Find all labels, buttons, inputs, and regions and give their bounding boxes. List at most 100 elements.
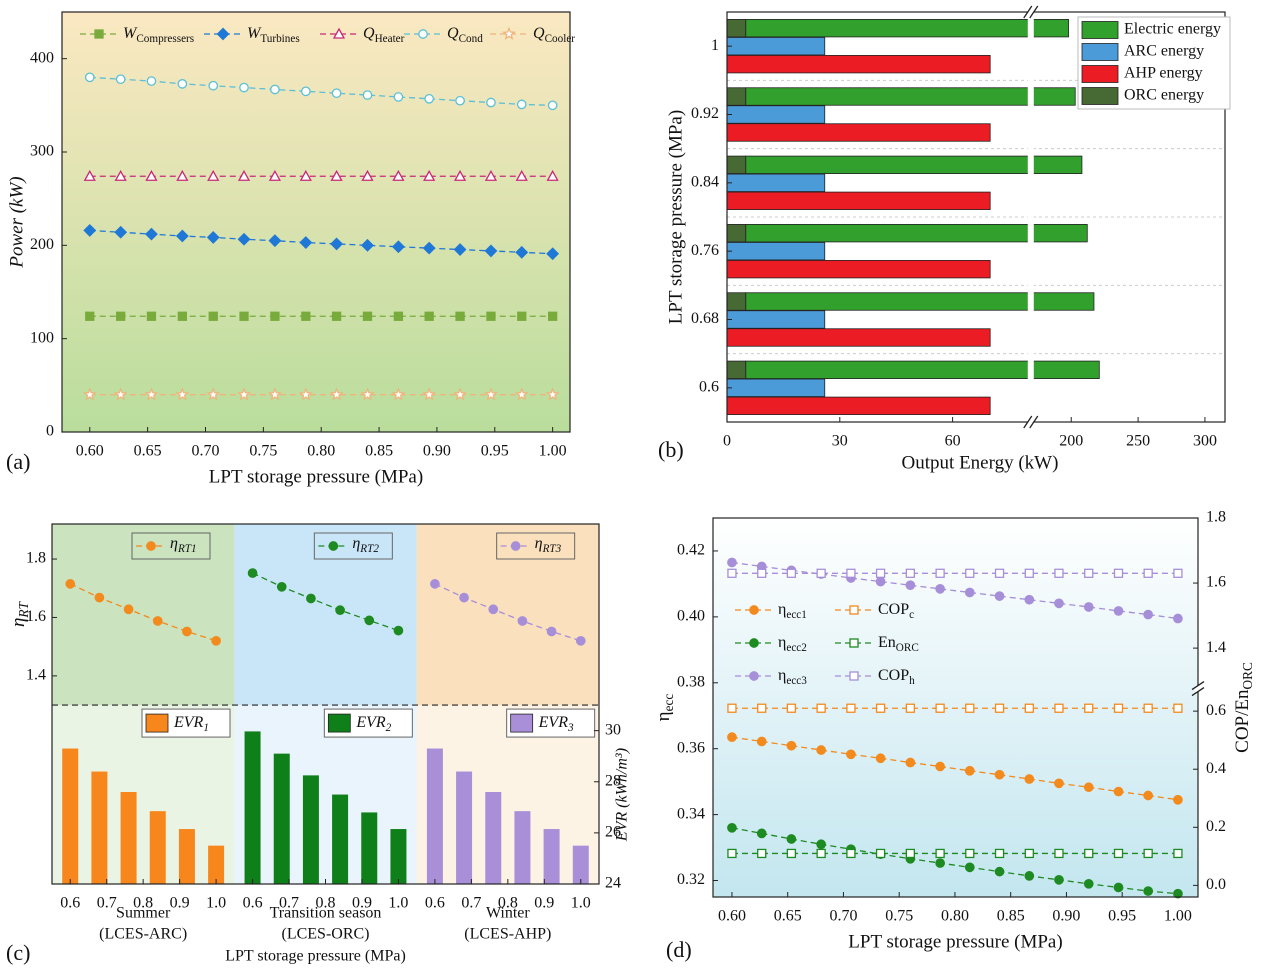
marker xyxy=(299,236,313,249)
marker xyxy=(756,828,767,839)
axis-break-mark xyxy=(1029,415,1039,429)
legend-swatch xyxy=(145,713,169,733)
marker xyxy=(94,29,104,39)
marker xyxy=(846,703,856,713)
bar xyxy=(726,155,747,174)
legend-label-main: η xyxy=(170,535,178,552)
y-tick-label: 0.68 xyxy=(691,310,719,327)
marker xyxy=(994,568,1005,578)
legend-label-sub: RT3 xyxy=(542,543,562,555)
marker xyxy=(335,605,345,616)
bar xyxy=(302,775,319,884)
marker xyxy=(816,848,826,859)
marker xyxy=(786,568,797,578)
marker xyxy=(727,848,737,859)
y-axis-label-sub: RT xyxy=(16,600,31,618)
marker xyxy=(1083,602,1094,612)
marker xyxy=(846,749,856,760)
bar xyxy=(726,123,991,142)
legend-label: COPh xyxy=(878,667,915,687)
marker xyxy=(422,241,436,255)
marker xyxy=(935,703,945,713)
y-tick-label: 0.6 xyxy=(699,379,719,396)
marker xyxy=(331,88,342,99)
marker xyxy=(846,848,856,859)
y-tick-label: 1.4 xyxy=(26,667,46,684)
marker xyxy=(328,541,339,551)
marker xyxy=(575,635,586,646)
legend-label: EVR3 xyxy=(538,714,574,734)
marker xyxy=(211,635,221,646)
marker xyxy=(1024,568,1034,578)
legend-box xyxy=(131,532,211,560)
marker xyxy=(1113,703,1124,713)
plot-frame xyxy=(51,523,600,885)
bar xyxy=(273,753,290,884)
marker xyxy=(175,229,189,243)
marker xyxy=(757,848,767,859)
x-tick-label: 0.75 xyxy=(885,908,913,925)
x-axis-label: LPT storage pressure (MPa) xyxy=(225,948,406,965)
legend-label-main: COP xyxy=(878,667,909,684)
marker xyxy=(1054,598,1064,609)
x-tick-label: 1.0 xyxy=(206,895,226,912)
marker xyxy=(756,736,767,747)
marker xyxy=(964,862,975,873)
marker xyxy=(849,638,859,648)
marker xyxy=(176,169,189,181)
marker xyxy=(502,26,516,40)
marker xyxy=(749,605,759,615)
x-axis-label: Output Energy (kW) xyxy=(902,452,1059,473)
marker xyxy=(1083,878,1094,889)
marker xyxy=(1173,568,1183,578)
bar xyxy=(456,771,473,884)
marker xyxy=(514,387,529,401)
marker xyxy=(247,568,258,578)
marker xyxy=(875,576,886,587)
legend-box xyxy=(313,532,393,560)
plot-background xyxy=(713,518,1198,897)
x-tick-label: 0.7 xyxy=(461,895,481,912)
marker xyxy=(964,765,975,776)
series-line xyxy=(252,572,399,632)
legend-swatch xyxy=(1081,87,1119,105)
marker xyxy=(816,568,826,578)
y2-axis-label: COP/EnORC xyxy=(1232,662,1255,753)
marker xyxy=(546,169,559,181)
marker xyxy=(177,311,187,321)
x-tick-label: 300 xyxy=(1193,433,1217,450)
marker xyxy=(994,848,1005,859)
x-tick-label: 30 xyxy=(832,433,848,450)
axis-break-gap xyxy=(1195,685,1201,692)
legend-label-sub: Turbines xyxy=(260,33,299,45)
marker xyxy=(1113,786,1124,797)
marker xyxy=(786,703,797,713)
marker xyxy=(206,387,221,401)
bar xyxy=(726,224,747,243)
marker xyxy=(786,740,797,751)
x-tick-label: 0.6 xyxy=(243,895,263,912)
bar xyxy=(120,791,137,884)
axis-break-mark xyxy=(1023,5,1033,19)
legend-label-sub: ecc3 xyxy=(786,675,807,687)
marker xyxy=(360,387,375,401)
marker xyxy=(306,593,316,604)
marker xyxy=(1054,875,1064,885)
marker xyxy=(786,834,797,844)
marker xyxy=(268,387,282,401)
marker xyxy=(905,703,915,713)
panel-label: (b) xyxy=(658,437,684,462)
marker xyxy=(175,387,190,401)
marker xyxy=(727,703,737,713)
y-tick-label: 200 xyxy=(30,236,54,253)
marker xyxy=(488,604,499,615)
marker xyxy=(1143,568,1153,578)
marker xyxy=(935,568,945,578)
marker xyxy=(459,592,469,603)
y2-tick-label: 1.8 xyxy=(1206,509,1226,526)
marker xyxy=(905,580,916,591)
marker xyxy=(905,757,916,768)
marker xyxy=(1113,568,1124,578)
marker xyxy=(146,311,157,321)
x-tick-label: 0.8 xyxy=(316,895,336,912)
